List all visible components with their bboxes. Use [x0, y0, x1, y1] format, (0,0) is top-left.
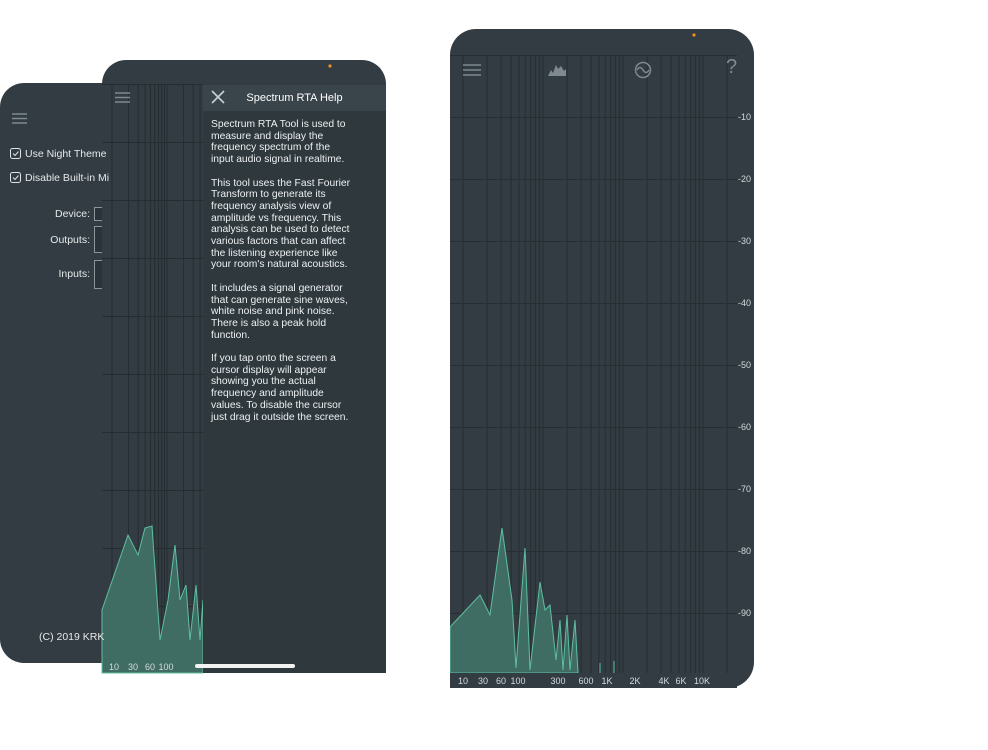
- indicator-dot: [692, 33, 696, 37]
- menu-icon[interactable]: [12, 113, 27, 124]
- help-header: [203, 85, 386, 111]
- y-tick-label: -70: [738, 484, 752, 494]
- spectrum: [101, 525, 204, 674]
- x-tick-label: 60: [495, 676, 507, 686]
- y-tick-label: -90: [738, 608, 752, 618]
- y-tick-label: -40: [738, 298, 752, 308]
- x-tick-label: 30: [477, 676, 489, 686]
- spectrum-icon[interactable]: [548, 65, 566, 76]
- spectrum: [450, 527, 579, 673]
- help-paragraph: This tool uses the Fast Fourier Transfor…: [211, 177, 351, 271]
- y-tick-label: -60: [738, 422, 752, 432]
- field-label: Device:: [54, 208, 90, 220]
- close-button[interactable]: [211, 90, 225, 104]
- option-label: Use Night Theme: [25, 148, 107, 160]
- option-label: Disable Built-in Mi: [25, 172, 110, 184]
- spectrum-peaks: [599, 661, 615, 673]
- indicator-dot: [328, 64, 332, 68]
- x-tick-label: 2K: [629, 676, 641, 686]
- grid: [450, 55, 737, 673]
- field-label: Outputs:: [50, 234, 90, 246]
- x-tick-label: 100: [510, 676, 526, 686]
- field-label: Inputs:: [58, 268, 90, 280]
- grid: [102, 84, 203, 673]
- y-tick-label: -20: [738, 174, 752, 184]
- copyright: (C) 2019 KRK: [39, 631, 105, 643]
- checkboxes[interactable]: [10, 148, 21, 183]
- x-tick-label: 30: [127, 662, 139, 672]
- x-tick-label: 1K: [601, 676, 613, 686]
- x-tick-label: 10: [108, 662, 120, 672]
- home-indicator: [195, 664, 295, 668]
- help-title: Spectrum RTA Help: [246, 92, 343, 104]
- help-panel: [203, 85, 386, 673]
- x-axis-strip: [450, 673, 737, 688]
- x-tick-label: 60: [144, 662, 156, 672]
- rta-phone: [450, 29, 754, 688]
- generator-icon[interactable]: [634, 61, 652, 79]
- x-tick-label: 4K: [658, 676, 670, 686]
- x-tick-label: 10: [457, 676, 469, 686]
- x-tick-label: 10K: [693, 676, 711, 686]
- x-tick-label: 300: [550, 676, 566, 686]
- help-paragraph: Spectrum RTA Tool is used to measure and…: [211, 119, 346, 166]
- x-tick-label: 6K: [675, 676, 687, 686]
- help-icon[interactable]: ?: [726, 56, 738, 78]
- help-paragraph: It includes a signal generator that can …: [211, 282, 348, 341]
- help-text: Spectrum RTA Tool is used to measure and…: [211, 119, 351, 435]
- y-tick-label: -50: [738, 360, 752, 370]
- y-tick-label: -10: [738, 112, 752, 122]
- menu-icon[interactable]: [115, 92, 130, 103]
- help-paragraph: If you tap onto the screen a cursor disp…: [211, 353, 349, 423]
- x-tick-label: 600: [578, 676, 594, 686]
- y-tick-label: -30: [738, 236, 752, 246]
- x-tick-label: 100: [158, 662, 174, 672]
- menu-icon[interactable]: [463, 64, 481, 76]
- y-tick-label: -80: [738, 546, 752, 556]
